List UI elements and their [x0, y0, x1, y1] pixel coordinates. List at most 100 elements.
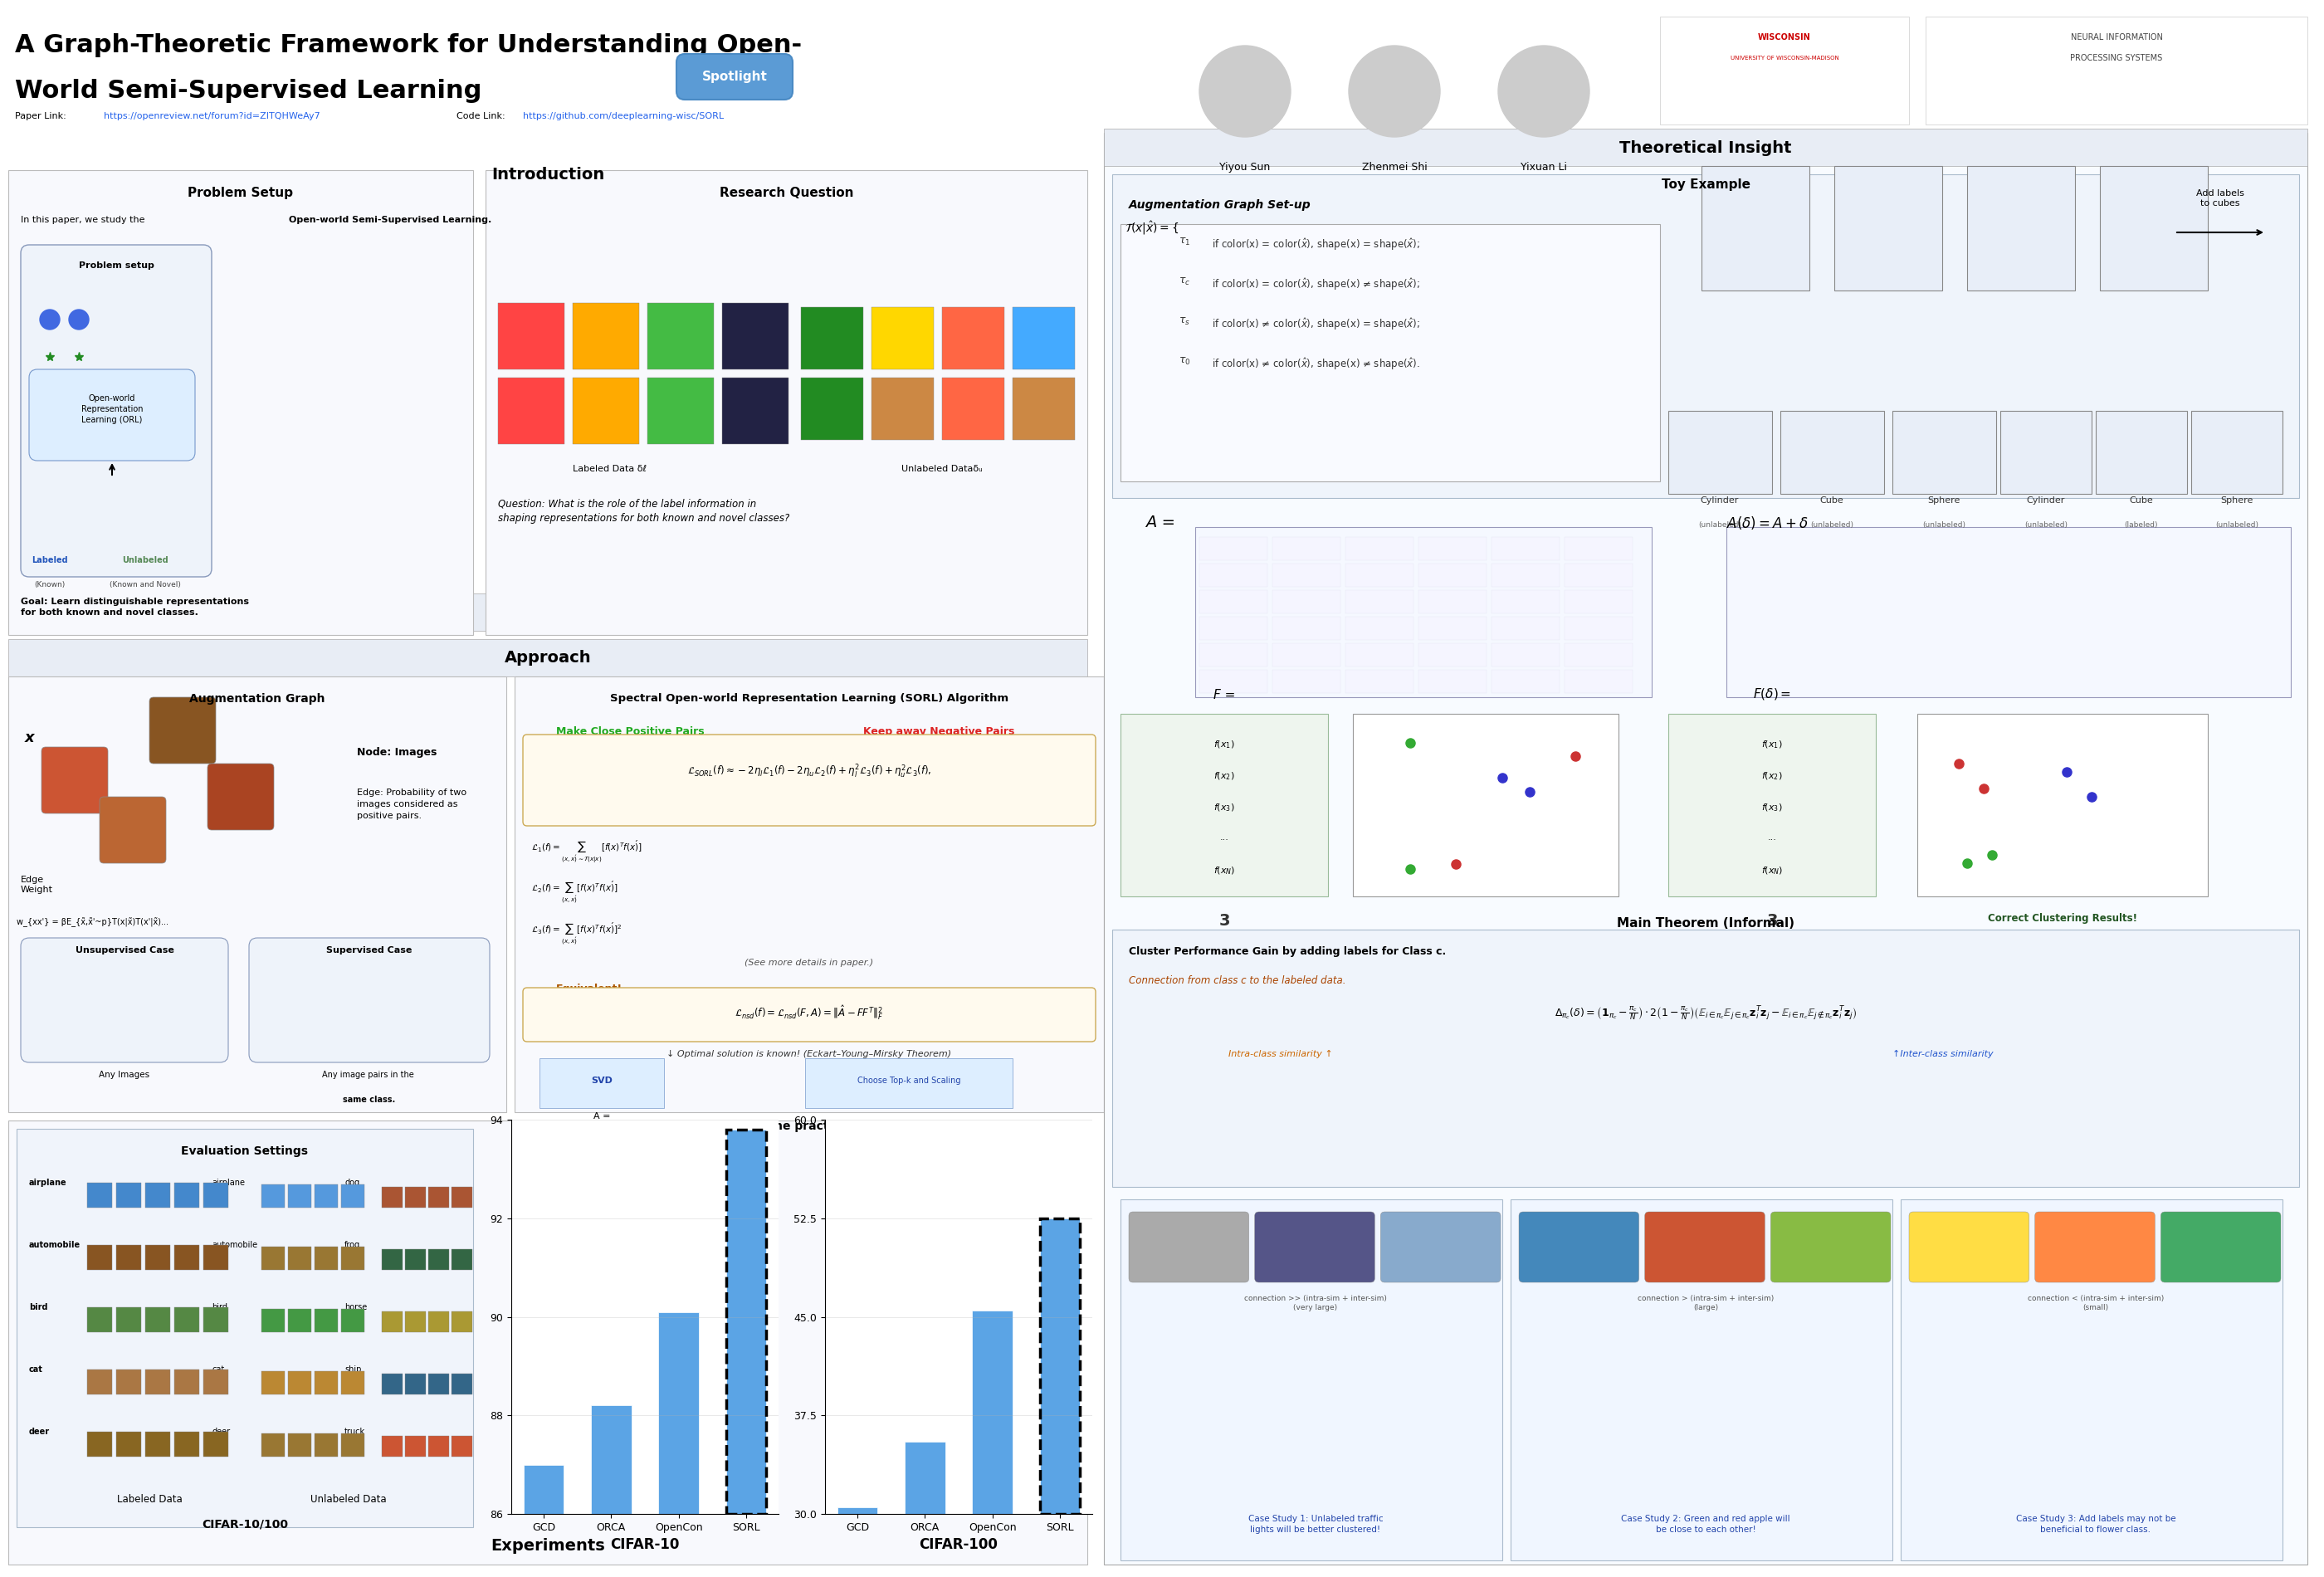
X-axis label: CIFAR-100: CIFAR-100 — [920, 1538, 997, 1552]
FancyBboxPatch shape — [249, 938, 490, 1063]
FancyBboxPatch shape — [263, 1309, 286, 1333]
FancyBboxPatch shape — [314, 1247, 337, 1269]
Text: Case Study 1: Unlabeled traffic
lights will be better clustered!: Case Study 1: Unlabeled traffic lights w… — [1248, 1515, 1383, 1534]
FancyBboxPatch shape — [263, 1370, 286, 1394]
FancyBboxPatch shape — [314, 1433, 337, 1457]
FancyBboxPatch shape — [88, 1183, 112, 1208]
Text: Open-world Semi-Supervised Learning.: Open-world Semi-Supervised Learning. — [288, 216, 493, 224]
FancyBboxPatch shape — [144, 1369, 170, 1394]
X-axis label: CIFAR-10: CIFAR-10 — [611, 1538, 679, 1552]
FancyBboxPatch shape — [1418, 643, 1487, 667]
FancyBboxPatch shape — [872, 308, 934, 369]
Text: automobile: automobile — [211, 1241, 258, 1249]
FancyBboxPatch shape — [1701, 166, 1810, 290]
FancyBboxPatch shape — [2036, 1211, 2154, 1282]
FancyBboxPatch shape — [1418, 590, 1487, 613]
FancyBboxPatch shape — [1520, 1211, 1638, 1282]
Text: Augmentation Graph: Augmentation Graph — [191, 692, 325, 705]
FancyBboxPatch shape — [1346, 617, 1413, 640]
FancyBboxPatch shape — [174, 1432, 200, 1457]
FancyBboxPatch shape — [1274, 590, 1341, 613]
FancyBboxPatch shape — [9, 677, 507, 1112]
Text: Cylinder: Cylinder — [2027, 497, 2066, 505]
FancyBboxPatch shape — [1771, 1211, 1892, 1282]
Text: $\tau_1$: $\tau_1$ — [1178, 237, 1190, 248]
FancyBboxPatch shape — [116, 1369, 142, 1394]
FancyBboxPatch shape — [1113, 175, 2298, 498]
Text: Choose Top-k and Scaling: Choose Top-k and Scaling — [858, 1077, 960, 1085]
Text: SVD: SVD — [590, 1077, 614, 1085]
FancyBboxPatch shape — [1120, 1200, 1501, 1560]
FancyBboxPatch shape — [451, 1374, 472, 1394]
FancyBboxPatch shape — [1120, 224, 1659, 481]
FancyBboxPatch shape — [205, 1244, 228, 1269]
FancyBboxPatch shape — [1492, 590, 1559, 613]
FancyBboxPatch shape — [21, 244, 211, 577]
FancyBboxPatch shape — [144, 1183, 170, 1208]
Text: $f(x_2)$: $f(x_2)$ — [1213, 770, 1234, 782]
Text: Keep away Negative Pairs: Keep away Negative Pairs — [862, 727, 1016, 736]
FancyBboxPatch shape — [1492, 670, 1559, 692]
Text: $f(x_1)$: $f(x_1)$ — [1213, 738, 1234, 751]
FancyBboxPatch shape — [1564, 563, 1634, 587]
FancyBboxPatch shape — [404, 1374, 425, 1394]
FancyBboxPatch shape — [1346, 563, 1413, 587]
FancyBboxPatch shape — [676, 54, 792, 99]
FancyBboxPatch shape — [1013, 377, 1074, 440]
FancyBboxPatch shape — [288, 1184, 311, 1208]
FancyBboxPatch shape — [1199, 670, 1267, 692]
Text: Code Link:: Code Link: — [456, 112, 509, 120]
Text: Introduction: Introduction — [490, 167, 604, 183]
FancyBboxPatch shape — [1966, 166, 2075, 290]
FancyBboxPatch shape — [1129, 1211, 1248, 1282]
Text: UNIVERSITY OF WISCONSIN-MADISON: UNIVERSITY OF WISCONSIN-MADISON — [1731, 55, 1838, 60]
FancyBboxPatch shape — [451, 1312, 472, 1333]
Text: Problem Setup: Problem Setup — [188, 186, 293, 199]
Bar — [1039, 1217, 1081, 1577]
FancyBboxPatch shape — [381, 1187, 402, 1208]
FancyBboxPatch shape — [1917, 714, 2208, 896]
FancyBboxPatch shape — [1669, 714, 1875, 896]
Text: Goal: Learn distinguishable representations
for both known and novel classes.: Goal: Learn distinguishable representati… — [21, 598, 249, 617]
Text: Problem setup: Problem setup — [79, 262, 153, 270]
Text: $\mathcal{L}_1(f) = \sum_{(x,x\')\sim\mathcal{T}(x|x)} [f(x)^T f(x\')]$: $\mathcal{L}_1(f) = \sum_{(x,x\')\sim\ma… — [532, 839, 641, 864]
FancyBboxPatch shape — [539, 1058, 665, 1109]
Text: airplane: airplane — [28, 1178, 67, 1187]
Text: Toy Example: Toy Example — [1662, 178, 1750, 191]
Text: frog: frog — [344, 1241, 360, 1249]
FancyBboxPatch shape — [1492, 563, 1559, 587]
FancyBboxPatch shape — [497, 377, 565, 445]
FancyBboxPatch shape — [1901, 1200, 2282, 1560]
FancyBboxPatch shape — [263, 1184, 286, 1208]
Text: Cube: Cube — [2129, 497, 2154, 505]
FancyBboxPatch shape — [174, 1244, 200, 1269]
Text: deer: deer — [28, 1427, 49, 1437]
Text: connection < (intra-sim + inter-sim)
(small): connection < (intra-sim + inter-sim) (sm… — [2027, 1295, 2164, 1312]
Text: ...: ... — [1220, 833, 1229, 842]
FancyBboxPatch shape — [314, 1184, 337, 1208]
FancyBboxPatch shape — [1353, 714, 1618, 896]
Text: w_{xx'} = βE_{x̃,x̃'~p}T(x|x̃)T(x'|x̃)...: w_{xx'} = βE_{x̃,x̃'~p}T(x|x̃)T(x'|x̃)..… — [16, 918, 167, 927]
Text: Add labels
to cubes: Add labels to cubes — [2196, 189, 2245, 208]
Text: (unlabeled): (unlabeled) — [1810, 522, 1855, 528]
FancyBboxPatch shape — [2096, 412, 2187, 494]
Text: x: x — [26, 730, 35, 746]
FancyBboxPatch shape — [428, 1249, 449, 1269]
Text: Cluster Performance Gain by adding labels for Class c.: Cluster Performance Gain by adding label… — [1129, 946, 1446, 957]
FancyBboxPatch shape — [497, 303, 565, 369]
Text: Correct Clustering Results!: Correct Clustering Results! — [1987, 913, 2138, 924]
FancyBboxPatch shape — [872, 377, 934, 440]
FancyBboxPatch shape — [205, 1307, 228, 1333]
Bar — [658, 1312, 700, 1577]
Text: truck: truck — [344, 1427, 365, 1437]
FancyBboxPatch shape — [1104, 132, 2308, 1564]
Text: A =: A = — [593, 1112, 611, 1121]
Text: Experiments: Experiments — [490, 1539, 604, 1555]
FancyBboxPatch shape — [288, 1370, 311, 1394]
FancyBboxPatch shape — [205, 1183, 228, 1208]
Text: Zhenmei Shi: Zhenmei Shi — [1362, 162, 1427, 172]
FancyBboxPatch shape — [428, 1312, 449, 1333]
FancyBboxPatch shape — [1564, 538, 1634, 560]
Text: Cube: Cube — [1820, 497, 1843, 505]
FancyBboxPatch shape — [28, 369, 195, 460]
